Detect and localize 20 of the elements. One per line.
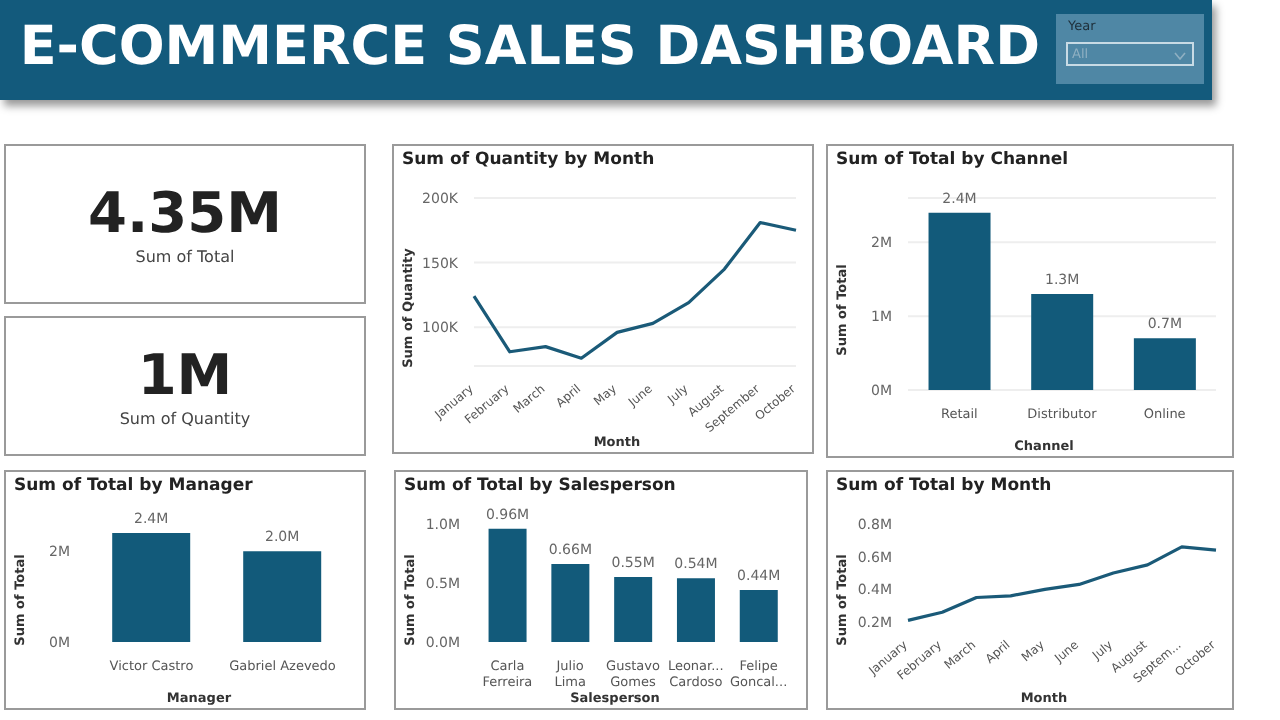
line-series (472, 220, 798, 360)
text: 1M (137, 342, 233, 409)
chart-title: Sum of Total by Channel (836, 150, 1069, 170)
bar (676, 578, 715, 642)
bar (488, 528, 527, 642)
bar (928, 212, 991, 390)
text: E-COMMERCE SALES DASHBOARD (17, 16, 1040, 78)
text: Sum of Total (135, 247, 235, 266)
bar (614, 577, 653, 642)
bar (1133, 338, 1196, 390)
text: Sum of Quantity (119, 409, 251, 428)
chart-title: Sum of Quantity by Month (402, 150, 655, 170)
chart-title: Sum of Total by Month (836, 476, 1052, 496)
bar (551, 564, 590, 642)
bar (1031, 294, 1094, 390)
chart-title: Sum of Total by Manager (14, 476, 253, 496)
chart-title: Sum of Total by Salesperson (404, 476, 676, 496)
bar (739, 590, 778, 642)
text: 4.35M (88, 180, 282, 247)
line-series (906, 545, 1218, 622)
